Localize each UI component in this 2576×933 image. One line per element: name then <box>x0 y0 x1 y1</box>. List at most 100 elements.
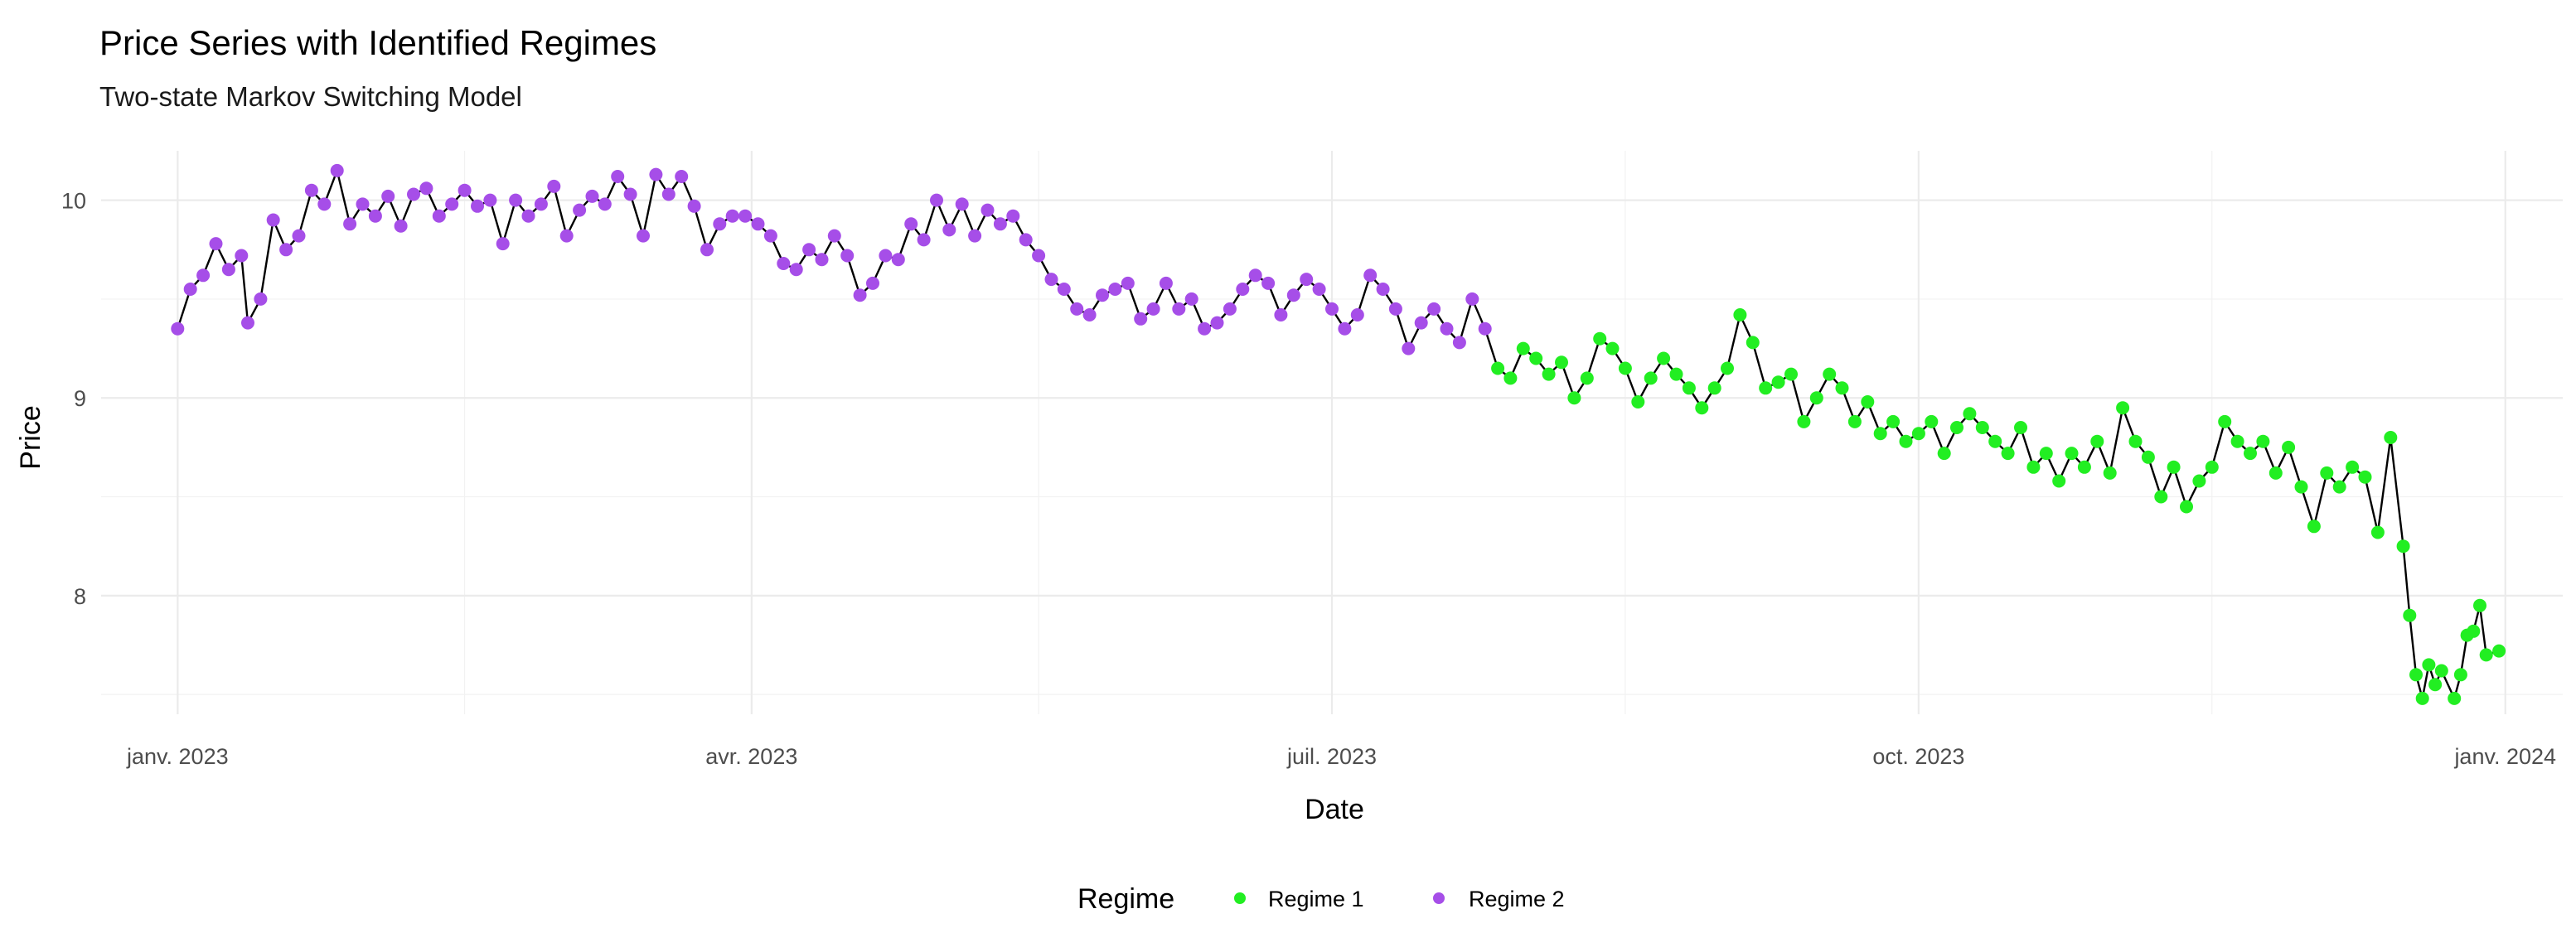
data-point <box>1338 321 1352 336</box>
data-point <box>777 257 791 270</box>
data-point <box>1032 249 1046 263</box>
data-point <box>2052 474 2066 488</box>
data-point <box>1618 361 1632 375</box>
data-point <box>559 229 574 243</box>
data-point <box>1733 308 1747 321</box>
data-point <box>573 203 587 217</box>
data-point <box>1414 316 1428 330</box>
data-point <box>1963 407 1977 421</box>
data-point <box>598 197 612 211</box>
data-point <box>981 203 995 217</box>
data-point <box>2492 644 2506 658</box>
data-point <box>1593 331 1607 346</box>
y-axis-ticks: 8 9 10 <box>61 189 86 609</box>
data-point <box>2014 421 2027 434</box>
chart-title: Price Series with Identified Regimes <box>99 23 656 62</box>
legend-regime-1-label: Regime 1 <box>1268 887 1364 911</box>
data-point <box>1491 361 1505 375</box>
legend-title: Regime <box>1077 883 1174 915</box>
data-point <box>445 197 459 211</box>
data-point <box>1644 371 1658 385</box>
data-point <box>955 197 969 211</box>
data-point <box>1707 381 1721 395</box>
legend-regime-2-label: Regime 2 <box>1469 887 1565 911</box>
data-point <box>2422 658 2436 672</box>
data-point <box>1159 276 1173 290</box>
data-point <box>917 233 931 247</box>
data-point <box>1134 312 1148 326</box>
data-point <box>853 288 867 302</box>
plot-area <box>171 163 2506 705</box>
data-point <box>2192 474 2206 488</box>
data-point <box>483 193 497 207</box>
data-point <box>1172 302 1186 316</box>
data-point <box>2467 624 2481 638</box>
data-point <box>235 249 249 263</box>
data-point <box>1899 434 1913 448</box>
data-point <box>2116 401 2130 415</box>
data-point <box>1096 288 1109 302</box>
data-point <box>209 237 223 251</box>
data-point <box>879 249 893 263</box>
data-point <box>2403 608 2417 622</box>
data-point <box>394 219 408 233</box>
data-point <box>1542 367 1556 381</box>
legend-regime-1-swatch <box>1234 892 1246 904</box>
data-point <box>458 183 472 197</box>
data-point <box>2128 434 2143 448</box>
data-point <box>815 253 829 267</box>
data-point <box>1082 308 1097 321</box>
data-point <box>2473 598 2486 612</box>
data-point <box>419 181 433 196</box>
data-point <box>585 189 599 203</box>
data-point <box>183 283 197 296</box>
data-point <box>2244 447 2257 461</box>
data-point <box>2077 460 2091 474</box>
data-point <box>1312 283 1326 296</box>
data-point <box>304 183 318 197</box>
data-point <box>993 217 1007 231</box>
data-point <box>1198 321 1212 336</box>
data-point <box>547 179 561 193</box>
data-point <box>1070 302 1084 316</box>
data-point <box>1580 371 1594 385</box>
data-point <box>1605 341 1620 355</box>
data-point <box>1873 427 1887 441</box>
data-point <box>2167 460 2181 474</box>
data-point <box>623 187 637 201</box>
data-point <box>968 229 982 243</box>
data-point <box>2346 460 2360 474</box>
data-point <box>637 229 650 243</box>
data-point <box>171 321 185 336</box>
data-point <box>661 187 675 201</box>
data-point <box>1274 308 1288 321</box>
data-point <box>2141 450 2155 464</box>
data-point <box>1427 302 1441 316</box>
data-point <box>1248 268 1262 283</box>
data-point <box>266 213 280 227</box>
data-point <box>1784 367 1798 381</box>
data-point <box>2256 434 2270 448</box>
data-point <box>1861 395 1875 408</box>
data-point <box>1503 371 1518 385</box>
data-point <box>241 316 254 330</box>
data-point <box>1797 414 1811 428</box>
data-point <box>254 292 268 306</box>
data-point <box>738 209 753 223</box>
data-point <box>1823 367 1837 381</box>
data-point <box>1746 336 1760 350</box>
data-point <box>866 276 879 290</box>
data-point <box>509 193 523 207</box>
data-point <box>1809 391 1823 405</box>
data-point <box>2154 490 2168 504</box>
data-point <box>1988 434 2002 448</box>
price-line <box>177 169 2500 700</box>
data-point <box>2370 525 2385 539</box>
data-point <box>1121 276 1135 290</box>
data-point <box>1847 414 1862 428</box>
data-point <box>2218 414 2232 428</box>
x-tick-label: janv. 2024 <box>2453 744 2556 769</box>
data-point <box>649 167 663 181</box>
data-point <box>381 189 395 203</box>
